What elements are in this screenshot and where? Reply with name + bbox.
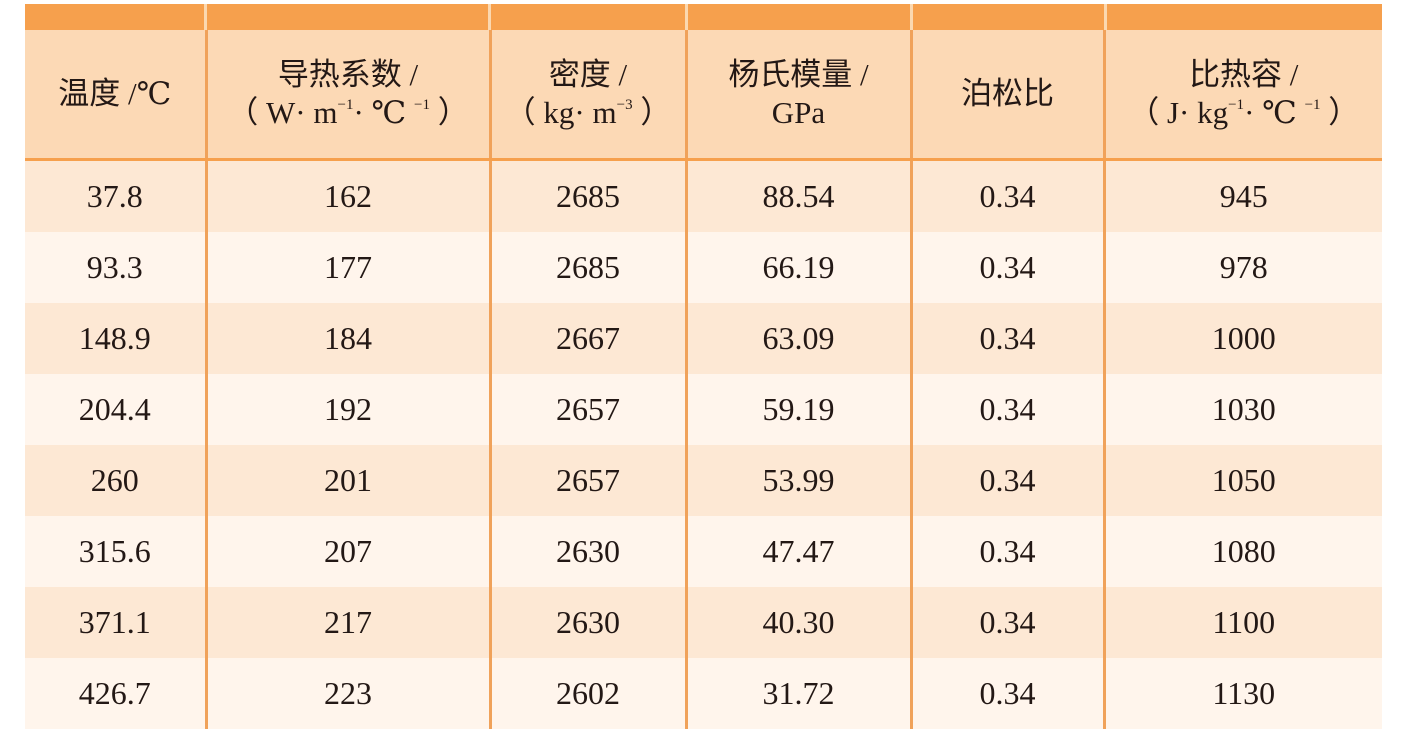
youngs-modulus-cell: 31.72 (684, 658, 911, 729)
header-poisson-ratio: 泊松比 (909, 30, 1104, 161)
thermal-conductivity-cell: 207 (204, 516, 490, 587)
table-row: 426.7 223 2602 31.72 0.34 1130 (25, 658, 1382, 729)
youngs-modulus-cell: 53.99 (684, 445, 911, 516)
density-cell: 2657 (488, 445, 686, 516)
specific-heat-cell: 945 (1102, 159, 1382, 232)
thermal-conductivity-cell: 177 (204, 232, 490, 303)
header-thermal-conductivity: 导热系数 / （ W· m−1· ℃ −1 ） (204, 30, 490, 161)
specific-heat-cell: 1100 (1102, 587, 1382, 658)
header-label: 比热容 / (1189, 57, 1299, 92)
temperature-cell: 37.8 (25, 159, 206, 232)
header-specific-heat: 比热容 / （ J· kg−1· ℃ −1 ） (1102, 30, 1382, 161)
youngs-modulus-cell: 47.47 (684, 516, 911, 587)
poisson-ratio-cell: 0.34 (909, 516, 1104, 587)
thermal-conductivity-cell: 201 (204, 445, 490, 516)
header-unit: （ J· kg−1· ℃ −1 ） (1128, 95, 1360, 130)
specific-heat-cell: 1050 (1102, 445, 1382, 516)
header-row: 温度 /℃ 导热系数 / （ W· m−1· ℃ −1 ） 密度 / （ kg·… (25, 30, 1382, 161)
poisson-ratio-cell: 0.34 (909, 232, 1104, 303)
density-cell: 2657 (488, 374, 686, 445)
table-row: 148.9 184 2667 63.09 0.34 1000 (25, 303, 1382, 374)
table-row: 260 201 2657 53.99 0.34 1050 (25, 445, 1382, 516)
material-properties-table: 温度 /℃ 导热系数 / （ W· m−1· ℃ −1 ） 密度 / （ kg·… (25, 4, 1382, 729)
header-label: 泊松比 (961, 76, 1054, 111)
temperature-cell: 204.4 (25, 374, 206, 445)
header-unit: （ kg· m−3 ） (504, 95, 672, 130)
table-row: 315.6 207 2630 47.47 0.34 1080 (25, 516, 1382, 587)
specific-heat-cell: 1030 (1102, 374, 1382, 445)
header-label: 导热系数 / (277, 57, 419, 92)
poisson-ratio-cell: 0.34 (909, 159, 1104, 232)
header-unit: （ W· m−1· ℃ −1 ） (227, 95, 469, 130)
thermal-conductivity-cell: 184 (204, 303, 490, 374)
temperature-cell: 371.1 (25, 587, 206, 658)
poisson-ratio-cell: 0.34 (909, 658, 1104, 729)
table-row: 37.8 162 2685 88.54 0.34 945 (25, 159, 1382, 232)
header-temperature: 温度 /℃ (25, 30, 206, 161)
youngs-modulus-cell: 40.30 (684, 587, 911, 658)
header-unit: GPa (771, 95, 826, 130)
density-cell: 2685 (488, 159, 686, 232)
header-youngs-modulus: 杨氏模量 / GPa (684, 30, 911, 161)
specific-heat-cell: 978 (1102, 232, 1382, 303)
thermal-conductivity-cell: 192 (204, 374, 490, 445)
temperature-cell: 260 (25, 445, 206, 516)
youngs-modulus-cell: 63.09 (684, 303, 911, 374)
youngs-modulus-cell: 59.19 (684, 374, 911, 445)
thermal-conductivity-cell: 217 (204, 587, 490, 658)
poisson-ratio-cell: 0.34 (909, 587, 1104, 658)
data-table: 温度 /℃ 导热系数 / （ W· m−1· ℃ −1 ） 密度 / （ kg·… (25, 30, 1382, 729)
table-row: 93.3 177 2685 66.19 0.34 978 (25, 232, 1382, 303)
specific-heat-cell: 1000 (1102, 303, 1382, 374)
density-cell: 2685 (488, 232, 686, 303)
specific-heat-cell: 1130 (1102, 658, 1382, 729)
table-row: 371.1 217 2630 40.30 0.34 1100 (25, 587, 1382, 658)
thermal-conductivity-cell: 223 (204, 658, 490, 729)
youngs-modulus-cell: 66.19 (684, 232, 911, 303)
specific-heat-cell: 1080 (1102, 516, 1382, 587)
table-top-band (25, 4, 1382, 30)
density-cell: 2630 (488, 516, 686, 587)
density-cell: 2630 (488, 587, 686, 658)
density-cell: 2667 (488, 303, 686, 374)
poisson-ratio-cell: 0.34 (909, 445, 1104, 516)
density-cell: 2602 (488, 658, 686, 729)
temperature-cell: 426.7 (25, 658, 206, 729)
poisson-ratio-cell: 0.34 (909, 374, 1104, 445)
temperature-cell: 315.6 (25, 516, 206, 587)
thermal-conductivity-cell: 162 (204, 159, 490, 232)
table-row: 204.4 192 2657 59.19 0.34 1030 (25, 374, 1382, 445)
header-label: 密度 / (548, 57, 628, 92)
header-label: 杨氏模量 / (728, 57, 869, 92)
youngs-modulus-cell: 88.54 (684, 159, 911, 232)
poisson-ratio-cell: 0.34 (909, 303, 1104, 374)
header-density: 密度 / （ kg· m−3 ） (488, 30, 686, 161)
temperature-cell: 93.3 (25, 232, 206, 303)
header-label: 温度 /℃ (58, 76, 172, 111)
temperature-cell: 148.9 (25, 303, 206, 374)
